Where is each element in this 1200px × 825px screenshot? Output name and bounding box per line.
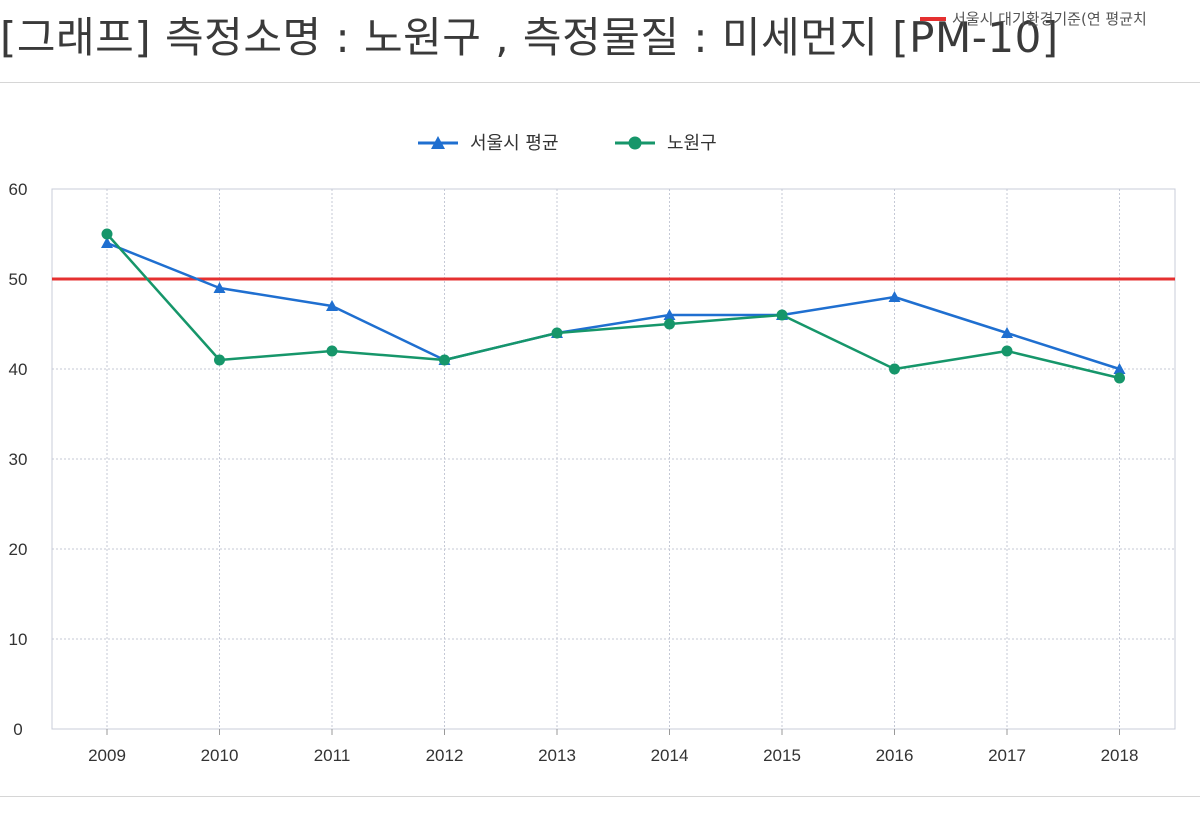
page-title: [그래프] 측정소명 : 노원구 , 측정물질 : 미세먼지 [PM-10] xyxy=(0,13,1059,62)
legend-label-2: 노원구 xyxy=(667,133,717,154)
x-tick-label: 2018 xyxy=(1101,746,1139,765)
series-point-2 xyxy=(1001,345,1013,357)
legend-marker-2 xyxy=(628,136,642,150)
x-tick-label: 2017 xyxy=(988,746,1026,765)
x-tick-label: 2011 xyxy=(314,746,351,765)
top-divider xyxy=(0,82,1200,83)
x-tick-label: 2012 xyxy=(426,746,464,765)
standard-swatch xyxy=(920,16,946,21)
standard-legend-label: 서울시 대기환경기준(연 평균치 xyxy=(952,10,1147,28)
series-point-1 xyxy=(213,282,226,293)
bottom-divider xyxy=(0,796,1200,797)
y-tick-label: 10 xyxy=(9,630,28,649)
series-point-2 xyxy=(214,354,225,366)
series-point-2 xyxy=(889,363,900,375)
series-point-1 xyxy=(101,237,113,248)
series-line-1 xyxy=(106,241,1120,371)
legend-label-1: 서울시 평균 xyxy=(470,133,559,154)
series-point-2 xyxy=(439,354,450,366)
x-tick-label: 2015 xyxy=(763,746,801,765)
x-tick-label: 2016 xyxy=(876,746,914,765)
series-point-1 xyxy=(326,300,338,311)
x-tick-label: 2014 xyxy=(651,746,689,765)
x-tick-label: 2013 xyxy=(538,746,576,765)
y-tick-label: 50 xyxy=(9,270,28,289)
x-tick-label: 2009 xyxy=(88,746,126,765)
series-point-1 xyxy=(1113,363,1126,374)
series-point-2 xyxy=(326,345,338,357)
y-tick-label: 40 xyxy=(9,360,28,379)
y-tick-label: 60 xyxy=(9,180,28,199)
y-tick-label: 0 xyxy=(13,720,22,739)
series-line-2 xyxy=(106,233,1120,380)
series-point-1 xyxy=(663,309,676,320)
series-point-2 xyxy=(664,318,675,330)
series-point-2 xyxy=(776,309,788,321)
series-point-1 xyxy=(1001,327,1013,338)
series-point-1 xyxy=(888,291,901,302)
y-tick-label: 20 xyxy=(9,540,28,559)
legend-marker-1 xyxy=(431,136,445,149)
x-tick-label: 2010 xyxy=(201,746,239,765)
series-point-2 xyxy=(1114,372,1125,384)
series-point-2 xyxy=(101,228,113,240)
standard-legend: 서울시 대기환경기준(연 평균치 xyxy=(920,8,1147,29)
series-point-2 xyxy=(551,327,563,339)
y-tick-label: 30 xyxy=(9,450,28,469)
